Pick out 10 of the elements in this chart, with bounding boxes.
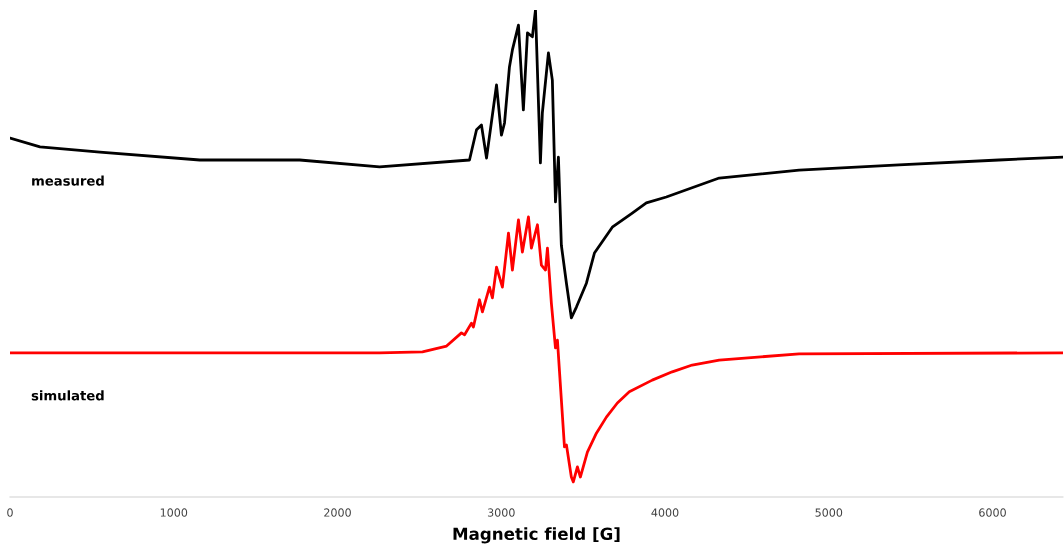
x-tick-label: 2000 [324, 508, 351, 517]
x-tick-label: 0 [7, 508, 13, 517]
x-tick-label: 5000 [815, 508, 843, 517]
x-tick-label: 3000 [487, 508, 515, 517]
series-label: measured [32, 175, 104, 186]
x-tick-label: 4000 [651, 508, 679, 517]
text: simulated [31, 390, 104, 401]
x-axis-title: Magnetic field [G] [453, 527, 620, 544]
x-tick-label: 6000 [979, 508, 1006, 517]
x-tick-label: 1000 [160, 508, 188, 517]
